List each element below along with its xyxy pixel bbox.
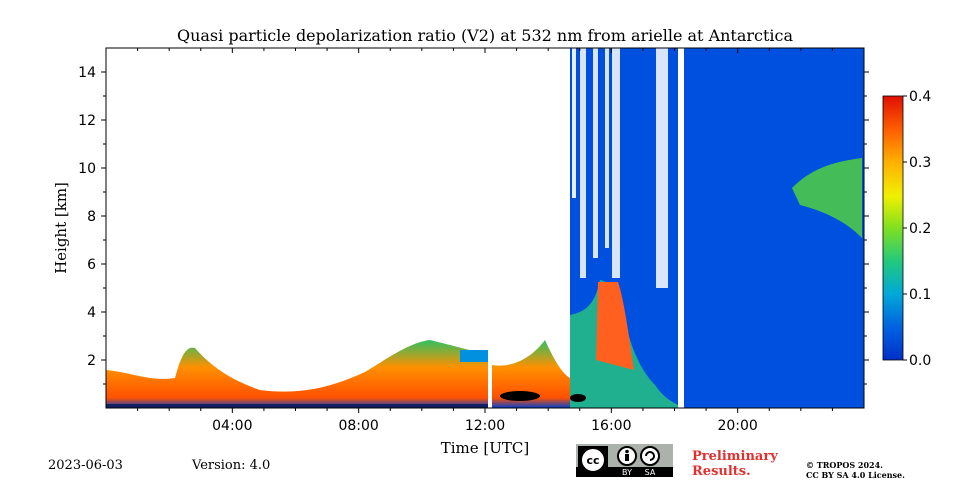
sa-icon: [640, 446, 660, 466]
preliminary-line-1: Preliminary: [692, 449, 778, 464]
colorbar-tick-label: 0.4: [909, 89, 931, 105]
surface-artifact: [500, 391, 540, 401]
surface-artifact: [570, 394, 586, 402]
colorbar: [882, 95, 904, 361]
copyright-line-1: © TROPOS 2024.: [806, 460, 883, 470]
y-tick-label: 8: [87, 209, 96, 225]
cc-license-badge: cc BY SA: [576, 444, 673, 477]
chart-title: Quasi particle depolarization ratio (V2)…: [177, 26, 794, 45]
cirrus-cloud: [792, 158, 862, 238]
sa-text: SA: [645, 468, 656, 477]
date-label: 2023-06-03: [48, 458, 123, 473]
low-depol-patch: [460, 350, 488, 362]
cc-icon: [580, 447, 606, 473]
surface-line: [106, 404, 488, 408]
colorbar-ticks: 0.0 0.1 0.2 0.3 0.4: [903, 89, 931, 369]
colorbar-tick-label: 0.2: [909, 221, 931, 237]
clear-streak: [612, 48, 620, 278]
boundary-layer-aerosol: [106, 340, 488, 408]
x-tick-label: 12:00: [465, 418, 505, 434]
y-axis-label: Height [km]: [52, 182, 70, 274]
preliminary-line-2: Results.: [692, 464, 751, 479]
x-axis: 04:00 08:00 12:00 16:00 20:00: [137, 48, 833, 434]
by-text: BY: [622, 468, 632, 477]
low-depol-block: [684, 48, 864, 408]
x-tick-label: 20:00: [717, 418, 757, 434]
cc-icon-text: cc: [586, 454, 599, 467]
colorbar-tick-label: 0.0: [909, 353, 931, 369]
colorbar-tick-label: 0.3: [909, 155, 931, 171]
midday-aerosol: [492, 340, 570, 408]
afternoon-high-depol: [596, 282, 634, 370]
badge-bottom-bar: [576, 467, 673, 477]
y-tick-label: 12: [78, 113, 96, 129]
y-tick-label: 2: [87, 353, 96, 369]
clear-streak: [580, 48, 586, 278]
y-tick-label: 4: [87, 305, 96, 321]
colorbar-tick-label: 0.1: [909, 287, 931, 303]
plot-area: [106, 48, 864, 408]
by-icon-body: [625, 454, 629, 461]
version-label: Version: 4.0: [192, 458, 271, 473]
y-axis: 2 4 6 8 10 12 14: [78, 65, 869, 385]
y-tick-label: 14: [78, 65, 96, 81]
y-tick-label: 10: [78, 161, 96, 177]
clear-streak: [605, 48, 609, 248]
x-tick-label: 16:00: [591, 418, 631, 434]
by-icon-head: [625, 449, 629, 454]
preliminary-notice: Preliminary Results.: [692, 449, 778, 479]
clear-streak: [593, 48, 598, 258]
y-tick-label: 6: [87, 257, 96, 273]
copyright-notice: © TROPOS 2024. CC BY SA 4.0 License.: [806, 460, 905, 480]
x-axis-label: Time [UTC]: [441, 439, 530, 457]
x-tick-label: 08:00: [338, 418, 378, 434]
copyright-line-2: CC BY SA 4.0 License.: [806, 470, 905, 480]
clear-streak: [656, 48, 668, 288]
clear-streak: [572, 48, 576, 198]
x-tick-label: 04:00: [212, 418, 252, 434]
sa-icon-arrow: [645, 451, 655, 461]
